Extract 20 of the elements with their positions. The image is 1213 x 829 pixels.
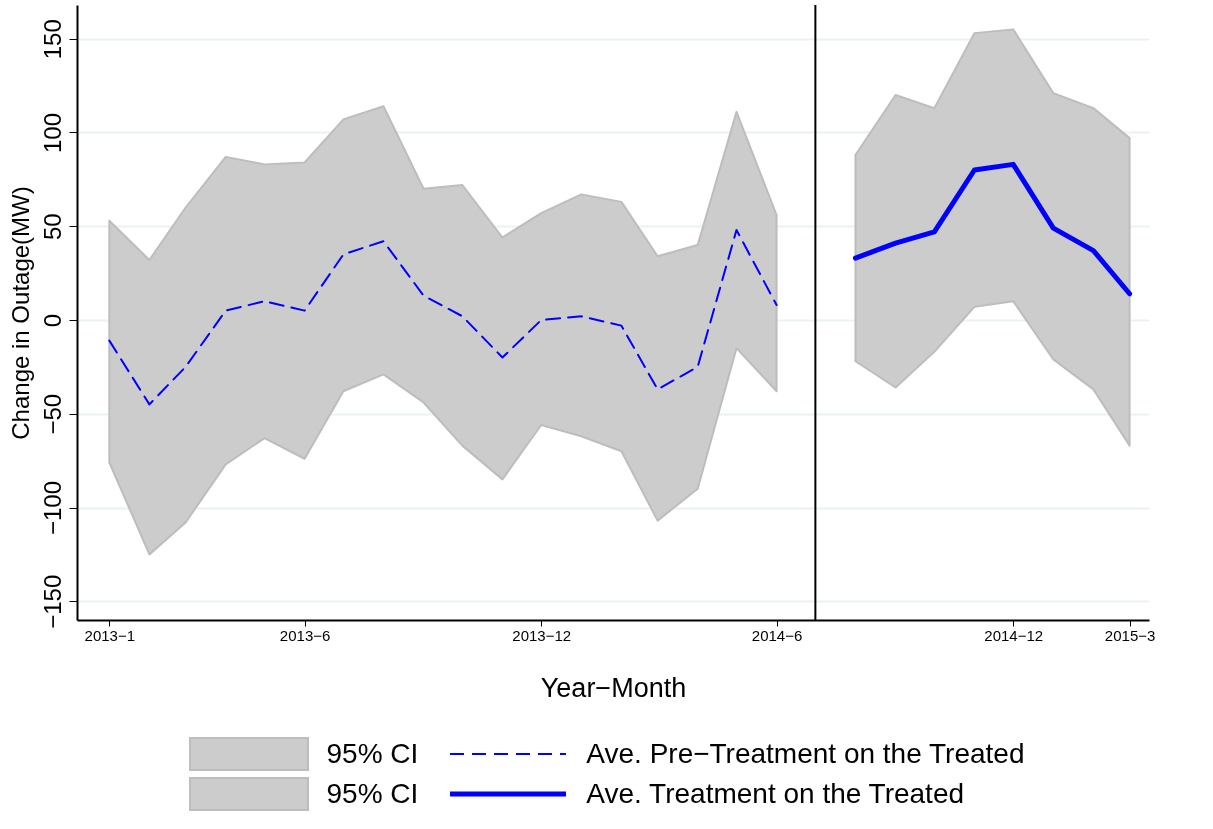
text: 95% CI <box>326 778 419 810</box>
legend-label: Ave. Pre−Treatment on the Treated <box>586 738 1025 770</box>
y-tick-label: −50 <box>38 393 66 435</box>
y-tick-label: −150 <box>38 574 66 629</box>
y-tick-label: 50 <box>38 213 66 241</box>
text: 95% CI <box>326 738 419 770</box>
y-axis-title: Change in Outage(MW) <box>6 186 34 440</box>
x-tick-label: 2014−6 <box>751 626 803 644</box>
line-series <box>108 229 778 406</box>
y-tick-label: −100 <box>38 480 66 536</box>
x-tick-label: 2013−6 <box>279 626 331 644</box>
x-tick-label: 2013−12 <box>512 626 572 644</box>
legend-label: Ave. Treatment on the Treated <box>586 778 965 810</box>
x-tick-label: 2013−1 <box>84 626 136 644</box>
y-tick-label: 0 <box>38 313 66 328</box>
x-tick-label: 2014−12 <box>984 626 1044 644</box>
x-axis-title: Year−Month <box>540 672 687 703</box>
y-tick-label: 150 <box>38 19 66 60</box>
x-tick-label: 2015−3 <box>1104 626 1156 644</box>
y-tick-label: 100 <box>38 112 66 154</box>
